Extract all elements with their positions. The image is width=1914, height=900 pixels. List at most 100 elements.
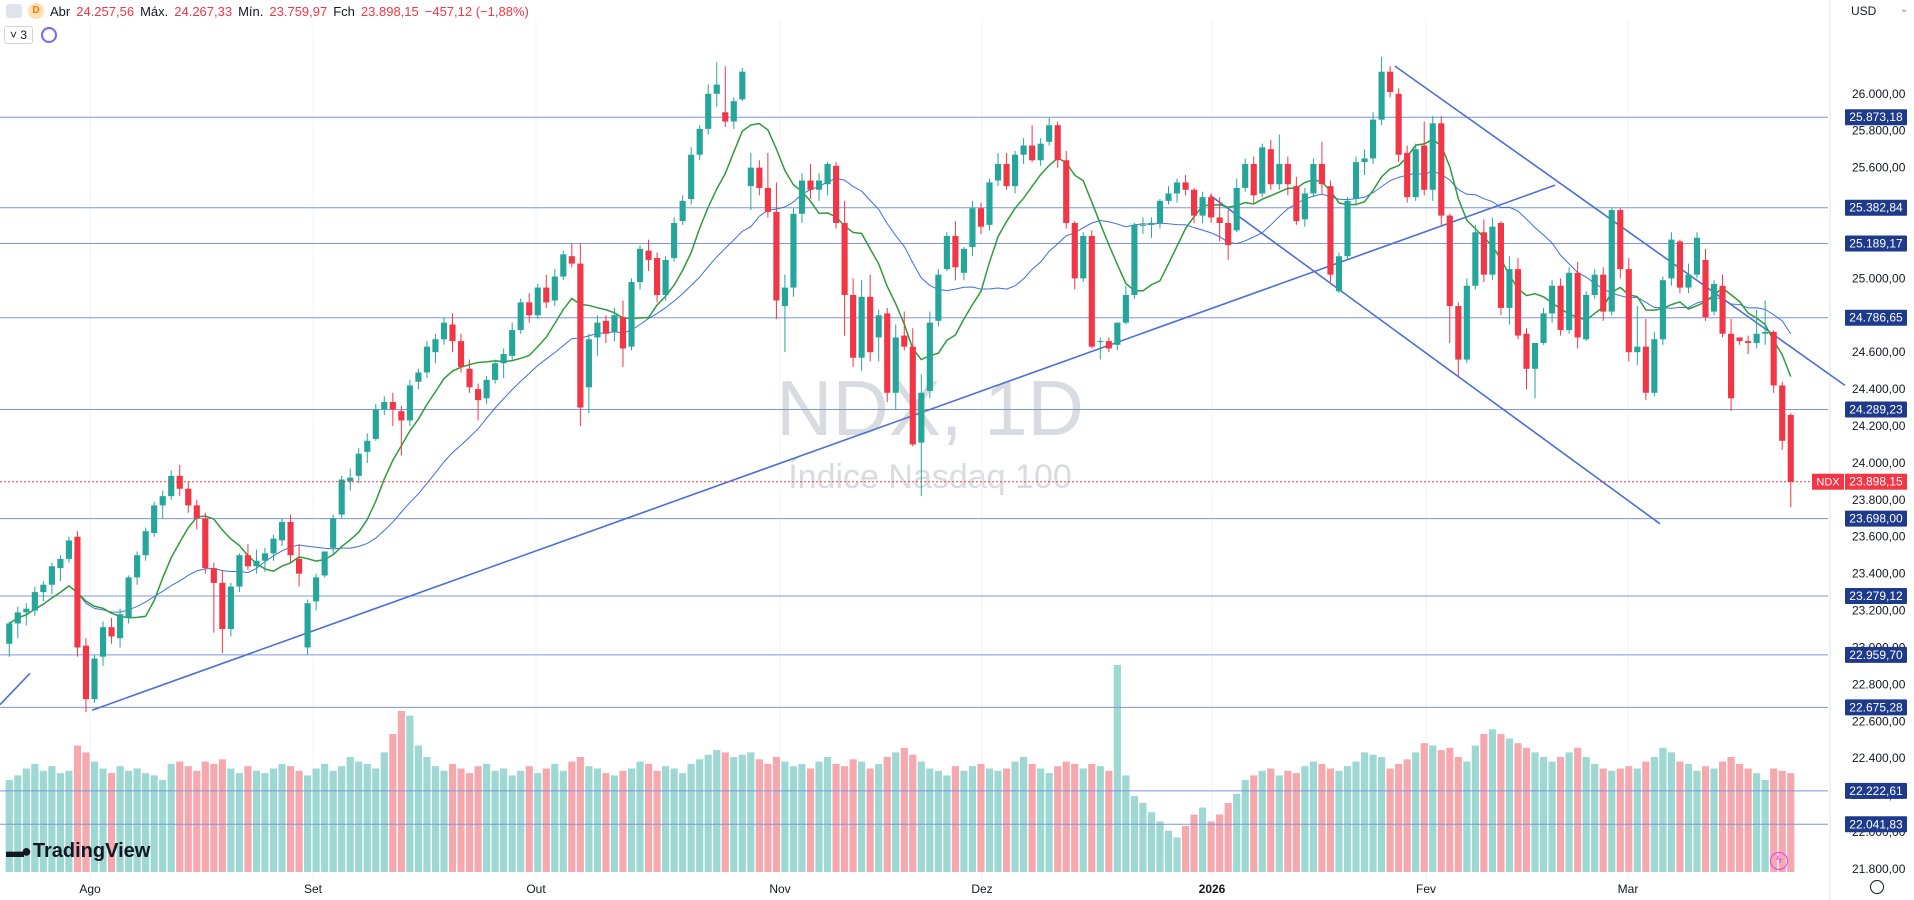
candle-body — [1557, 285, 1564, 331]
volume-bar — [116, 766, 124, 872]
level-label-bg — [1845, 309, 1907, 326]
volume-bar — [900, 747, 908, 872]
candle-body — [756, 167, 763, 188]
candle-body — [475, 389, 482, 401]
volume-bar — [576, 757, 584, 872]
volume-bar — [1292, 773, 1300, 872]
candle-body — [423, 346, 430, 373]
candle-body — [1506, 269, 1513, 308]
candle-body — [526, 302, 533, 316]
candle-body — [347, 477, 354, 482]
candle-body — [449, 324, 456, 342]
candle-body — [355, 453, 362, 476]
volume-bar — [1761, 780, 1769, 872]
volume-bar — [295, 770, 303, 872]
trend-line — [0, 672, 31, 706]
candle-body — [1012, 154, 1019, 187]
close-label: Fch — [333, 3, 355, 19]
candle-body — [1327, 186, 1334, 275]
candle-body — [1259, 147, 1266, 194]
candle-body — [1071, 223, 1078, 279]
volume-bar — [312, 768, 320, 872]
candle-body — [117, 614, 124, 639]
volume-bar — [909, 754, 917, 872]
candle-body — [1131, 224, 1138, 295]
candle-body — [628, 282, 635, 347]
candle-body — [960, 248, 967, 273]
lightning-icon[interactable]: ϟ — [1770, 852, 1788, 870]
volume-bar — [414, 745, 422, 872]
low-value: 23.759,97 — [269, 3, 328, 19]
gear-icon[interactable] — [1870, 880, 1884, 894]
volume-bar — [951, 766, 959, 872]
indicators-toggle-button[interactable]: ˅ 3 — [4, 26, 34, 44]
candle-body — [1148, 223, 1155, 225]
candle-body — [398, 411, 405, 421]
volume-bar — [738, 754, 746, 872]
candle-body — [850, 294, 857, 358]
volume-bar — [1011, 761, 1019, 872]
volume-bar — [1275, 775, 1283, 872]
volume-bar — [798, 763, 806, 872]
candle-body — [1046, 125, 1053, 142]
candle-body — [875, 315, 882, 338]
volume-bar — [1710, 768, 1718, 872]
candle-body — [1276, 163, 1283, 185]
candle-body — [1779, 385, 1786, 441]
volume-bar — [406, 715, 414, 872]
volume-bar — [48, 766, 56, 872]
candle-body — [492, 363, 499, 380]
chevron-down-icon[interactable]: ⌄ — [1900, 4, 1909, 15]
x-tick-label: Ago — [79, 882, 101, 896]
volume-bar — [1497, 734, 1505, 872]
tv-logo-icon: ▬● — [6, 841, 32, 861]
candle-body — [969, 208, 976, 247]
volume-bar — [1778, 770, 1786, 872]
volume-bar — [278, 763, 286, 872]
volume-bar — [679, 773, 687, 872]
candle-body — [901, 335, 908, 347]
high-value: 24.267,33 — [174, 3, 233, 19]
volume-bar — [372, 768, 380, 872]
volume-bar — [1454, 757, 1462, 872]
volume-bar — [627, 768, 636, 872]
candle-body — [1514, 269, 1522, 336]
volume-bar — [1258, 770, 1266, 872]
volume-bar — [1446, 747, 1454, 872]
x-tick-label: 2026 — [1199, 882, 1226, 896]
volume-bar — [474, 766, 482, 872]
candle-body — [253, 560, 260, 567]
volume-bar — [968, 766, 977, 872]
volume-bar — [875, 763, 883, 872]
candle-body — [1753, 333, 1760, 343]
indicator-row: ˅ 3 — [4, 26, 58, 44]
volume-bar — [1480, 734, 1488, 872]
volume-bar — [1233, 793, 1241, 872]
volume-bar — [363, 763, 371, 872]
candle-body — [313, 577, 320, 602]
volume-bar — [1284, 770, 1292, 872]
candle-body — [619, 317, 627, 349]
volume-bar — [252, 770, 261, 872]
candle-body — [48, 566, 55, 585]
volume-bar — [1054, 766, 1062, 872]
candle-body — [287, 521, 294, 556]
candle-body — [1634, 346, 1641, 353]
candle-body — [1523, 333, 1530, 369]
candle-body — [747, 167, 754, 187]
candle-body — [321, 551, 328, 576]
last-price-symbol-bg — [1812, 473, 1844, 490]
tradingview-logo[interactable]: ▬● TradingView — [6, 840, 150, 863]
sync-icon[interactable] — [41, 27, 58, 43]
interval-badge[interactable]: D — [28, 3, 44, 19]
volume-bar — [1335, 770, 1343, 872]
volume-bar — [1727, 757, 1735, 872]
volume-bar — [483, 763, 491, 872]
currency-selector[interactable]: USD — [1851, 4, 1877, 18]
candle-body — [1617, 210, 1624, 270]
collapse-icon[interactable] — [6, 4, 22, 18]
level-label: 22.041,83 — [1849, 817, 1903, 831]
volume-bar — [1079, 768, 1087, 872]
candle-body — [1463, 285, 1470, 360]
